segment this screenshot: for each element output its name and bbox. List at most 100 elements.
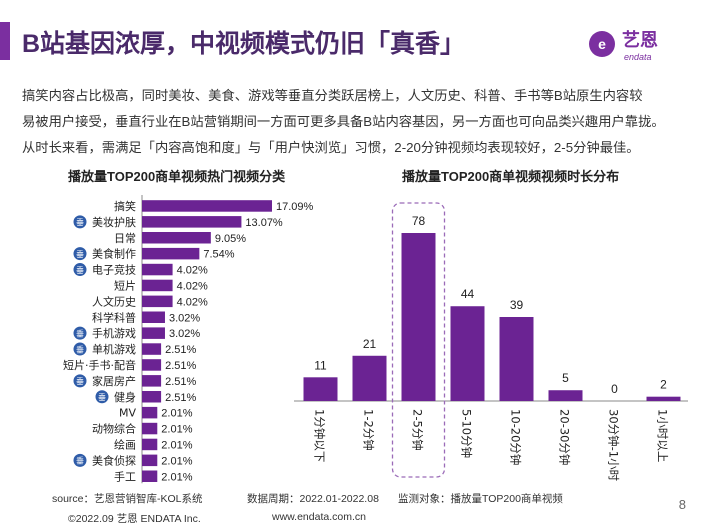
duration-value-label: 21 xyxy=(363,337,377,351)
duration-chart-title: 播放量TOP200商单视频视频时长分布 xyxy=(402,169,620,184)
category-value-label: 4.02% xyxy=(177,280,208,292)
category-tick-label: 短片·手书·配音 xyxy=(63,358,136,372)
vertical-badge-icon xyxy=(73,374,87,388)
duration-tick-label: 1-2分钟 xyxy=(362,409,376,451)
logo-text: 艺恩 xyxy=(622,29,658,51)
category-value-label: 2.01% xyxy=(161,408,192,420)
duration-bar xyxy=(499,317,534,401)
category-bar xyxy=(142,422,158,435)
intro-line: 搞笑内容占比极高，同时美妆、美食、游戏等垂直分类跃居榜上，人文历史、科普、手书等… xyxy=(22,88,643,103)
vertical-badge-text: 垂 xyxy=(76,217,84,227)
duration-value-label: 2 xyxy=(660,378,667,392)
duration-tick-label: 20-30分钟 xyxy=(558,409,572,465)
category-tick-label: 手工 xyxy=(114,469,136,483)
vertical-badge-text: 垂 xyxy=(76,344,84,354)
duration-tick-label: 2-5分钟 xyxy=(411,409,425,451)
duration-bar xyxy=(352,355,387,401)
category-value-label: 2.51% xyxy=(165,376,196,388)
category-value-label: 17.09% xyxy=(276,201,314,213)
category-bar xyxy=(142,470,158,482)
duration-bar xyxy=(450,306,485,401)
category-tick-label: 动物综合 xyxy=(92,422,136,436)
category-tick-label: MV xyxy=(119,407,136,420)
duration-value-label: 39 xyxy=(510,298,524,312)
category-bar xyxy=(142,232,211,244)
category-value-label: 2.51% xyxy=(165,360,196,372)
footer-website[interactable]: www.endata.com.cn xyxy=(272,511,366,523)
duration-value-label: 5 xyxy=(562,371,569,385)
category-value-label: 4.02% xyxy=(177,296,208,308)
footer-target: 监测对象：播放量TOP200商单视频 xyxy=(398,493,563,505)
category-tick-label: 电子竞技 xyxy=(92,263,136,277)
duration-value-label: 0 xyxy=(611,382,618,396)
category-tick-label: 短片 xyxy=(114,278,136,292)
category-bar xyxy=(142,438,158,451)
duration-value-label: 44 xyxy=(461,287,475,301)
category-tick-label: 美食侦探 xyxy=(92,453,136,467)
vertical-badge-icon xyxy=(95,390,109,404)
vertical-badge-text: 垂 xyxy=(76,456,84,466)
intro-line: 易被用户接受，垂直行业在B站营销期间一方面可更多具备B站内容基因，另一方面也可向… xyxy=(22,114,665,129)
intro-line: 从时长来看，需满足「内容高饱和度」与「用户快浏览」习惯，2-20分钟视频均表现较… xyxy=(22,140,640,155)
category-bar xyxy=(142,454,158,467)
category-bar xyxy=(142,327,165,339)
duration-bar xyxy=(303,377,338,401)
category-value-label: 3.02% xyxy=(169,328,200,340)
vertical-badge-icon xyxy=(73,326,87,340)
category-bar xyxy=(142,375,162,387)
category-value-label: 2.01% xyxy=(161,455,192,467)
svg-text:e: e xyxy=(598,36,606,52)
category-value-label: 3.02% xyxy=(169,312,200,324)
category-tick-label: 绘画 xyxy=(114,437,136,451)
footer-source: source：艺恩营销智库-KOL系统 xyxy=(52,493,203,505)
duration-tick-label: 5-10分钟 xyxy=(460,409,474,458)
category-tick-label: 健身 xyxy=(114,390,136,404)
category-bar xyxy=(142,343,162,355)
page-title: B站基因浓厚，中视频模式仍旧「真香」 xyxy=(22,30,466,58)
category-tick-label: 搞笑 xyxy=(114,199,136,213)
vertical-badge-icon xyxy=(73,342,87,356)
category-bar xyxy=(142,311,165,323)
category-bar xyxy=(142,216,242,228)
title-accent-bar xyxy=(0,22,10,60)
duration-bar xyxy=(401,233,436,401)
vertical-badge-text: 垂 xyxy=(76,249,84,259)
vertical-badge-icon xyxy=(73,247,87,261)
category-bar xyxy=(142,295,173,308)
vertical-badge-icon xyxy=(73,263,87,277)
footer-copyright: ©2022.09 艺恩 ENDATA Inc. xyxy=(68,513,201,525)
page-number: 8 xyxy=(678,497,686,512)
category-value-label: 2.51% xyxy=(165,392,196,404)
category-tick-label: 单机游戏 xyxy=(92,342,136,356)
vertical-badge-icon xyxy=(73,453,87,467)
category-bar xyxy=(142,359,162,371)
vertical-badge-text: 垂 xyxy=(98,392,106,402)
category-bar xyxy=(142,406,158,419)
category-bar xyxy=(142,391,162,403)
category-tick-label: 科学科普 xyxy=(92,310,136,324)
vertical-badge-text: 垂 xyxy=(76,376,84,386)
category-tick-label: 家居房产 xyxy=(92,374,136,388)
category-tick-label: 人文历史 xyxy=(92,294,136,308)
footer-period: 数据周期：2022.01-2022.08 xyxy=(247,493,379,505)
category-value-label: 2.51% xyxy=(165,344,196,356)
vertical-badge-text: 垂 xyxy=(76,265,84,275)
vertical-badge-icon xyxy=(73,215,87,229)
duration-tick-label: 1小时以上 xyxy=(656,409,670,462)
category-tick-label: 日常 xyxy=(114,232,136,245)
vertical-badge-text: 垂 xyxy=(76,328,84,338)
duration-value-label: 11 xyxy=(314,358,327,372)
endata-logo: e 艺恩 endata xyxy=(589,29,658,62)
category-tick-label: 手机游戏 xyxy=(92,326,136,340)
category-value-label: 2.01% xyxy=(161,439,192,451)
category-bar xyxy=(142,263,173,276)
duration-bar xyxy=(548,390,583,401)
category-bar xyxy=(142,200,272,212)
category-tick-label: 美妆护肤 xyxy=(92,215,136,229)
logo-mark-icon xyxy=(589,31,615,57)
highlight-frame xyxy=(391,202,446,478)
category-bar xyxy=(142,279,173,292)
category-value-label: 13.07% xyxy=(245,217,283,229)
category-value-label: 2.01% xyxy=(161,424,192,436)
